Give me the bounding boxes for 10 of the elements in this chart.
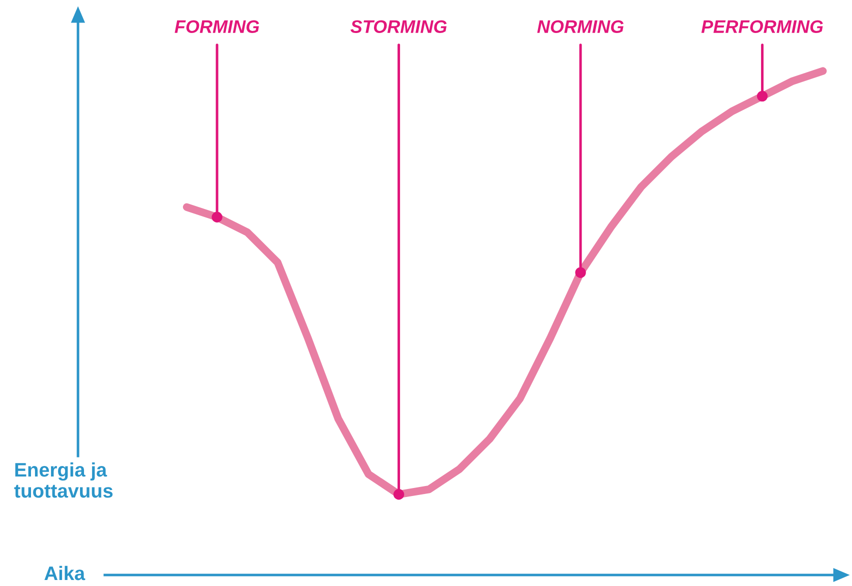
x-tick-label: FORMING bbox=[174, 20, 260, 33]
x-tick-label: PERFORMING bbox=[701, 20, 823, 33]
point bbox=[756, 90, 768, 102]
point bbox=[212, 212, 222, 223]
point bbox=[393, 489, 404, 500]
x-tick-label: NORMING bbox=[537, 20, 624, 33]
point bbox=[575, 267, 586, 278]
x-axis-title: Aika bbox=[44, 566, 86, 580]
x-tick-label: STORMING bbox=[350, 20, 447, 33]
y-axis-title: Energia ja tuottavuus bbox=[14, 462, 113, 498]
